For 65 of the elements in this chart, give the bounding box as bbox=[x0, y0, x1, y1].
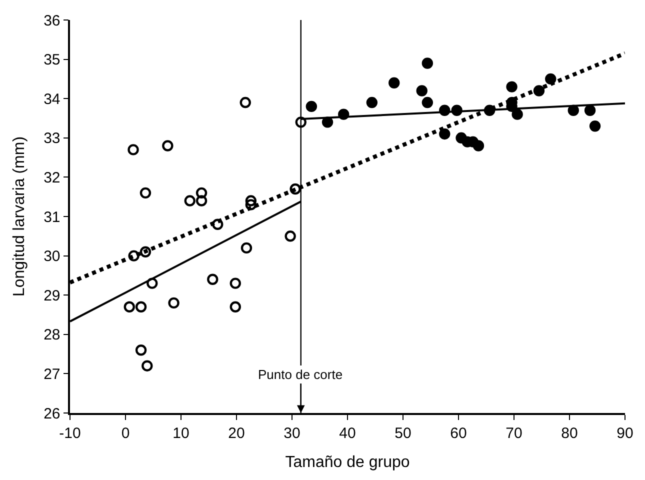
point bbox=[472, 140, 484, 152]
y-tick-label: 36 bbox=[44, 12, 60, 30]
point bbox=[568, 104, 579, 116]
point bbox=[306, 100, 318, 112]
x-tick-label: 0 bbox=[121, 424, 130, 442]
y-tick-label: 32 bbox=[44, 169, 60, 186]
point bbox=[168, 297, 180, 309]
x-tick-label: 30 bbox=[284, 424, 300, 442]
point bbox=[135, 301, 147, 312]
point bbox=[207, 274, 218, 285]
point bbox=[230, 278, 241, 289]
point bbox=[422, 58, 434, 69]
point bbox=[322, 116, 334, 128]
point bbox=[230, 301, 241, 312]
point bbox=[240, 242, 252, 254]
point bbox=[128, 144, 139, 156]
point bbox=[512, 108, 523, 120]
point bbox=[506, 81, 518, 92]
y-tick-label: 29 bbox=[44, 287, 60, 304]
point bbox=[212, 218, 224, 230]
y-tick-label: 26 bbox=[44, 405, 60, 422]
point bbox=[146, 278, 158, 289]
point bbox=[284, 230, 296, 242]
y-tick-label: 28 bbox=[44, 326, 60, 344]
ref-line-label: Punto de corte bbox=[258, 367, 343, 382]
point bbox=[124, 301, 135, 312]
point bbox=[589, 120, 601, 132]
y-tick-label: 30 bbox=[44, 248, 60, 266]
point bbox=[184, 195, 196, 206]
y-tick-label: 35 bbox=[44, 52, 60, 69]
x-tick-label: 10 bbox=[172, 424, 190, 442]
point bbox=[140, 246, 152, 258]
x-tick-label: 60 bbox=[450, 424, 467, 442]
point bbox=[245, 199, 257, 210]
point bbox=[545, 73, 556, 85]
point bbox=[388, 77, 400, 88]
y-tick-label: 31 bbox=[44, 208, 60, 226]
y-tick-label: 34 bbox=[44, 90, 60, 108]
point bbox=[290, 183, 301, 195]
point bbox=[416, 85, 428, 96]
point bbox=[295, 116, 306, 128]
point bbox=[245, 195, 257, 206]
point bbox=[135, 344, 147, 356]
x-tick-label: 80 bbox=[561, 424, 578, 442]
x-tick-label: 50 bbox=[394, 424, 412, 442]
y-tick-label: 27 bbox=[44, 366, 60, 383]
point bbox=[240, 96, 251, 108]
x-tick-label: 20 bbox=[228, 424, 245, 442]
point bbox=[439, 128, 450, 140]
y-axis-title: Longitud larvaria (mm) bbox=[10, 136, 28, 297]
point bbox=[196, 187, 208, 199]
x-tick-label: 40 bbox=[339, 424, 356, 442]
point bbox=[142, 360, 153, 372]
x-axis-title: Tamaño de grupo bbox=[285, 454, 410, 471]
point bbox=[584, 104, 596, 116]
x-tick-label: 70 bbox=[506, 424, 522, 442]
point bbox=[366, 96, 378, 108]
point bbox=[140, 187, 152, 199]
point bbox=[422, 96, 434, 108]
x-tick-label: -10 bbox=[59, 424, 81, 442]
point bbox=[128, 250, 140, 262]
point bbox=[196, 195, 208, 206]
y-tick-label: 33 bbox=[44, 130, 60, 148]
x-tick-label: 90 bbox=[616, 424, 634, 442]
point bbox=[162, 140, 174, 152]
